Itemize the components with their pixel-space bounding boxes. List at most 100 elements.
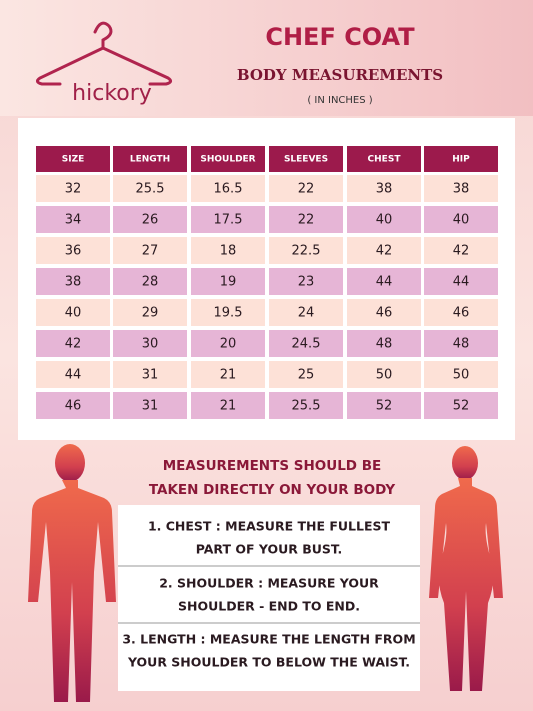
- cell-value: 22.5: [292, 244, 321, 259]
- cell-value: 44: [65, 368, 82, 383]
- table-cell: [269, 361, 343, 388]
- logo: hickory: [72, 81, 152, 106]
- cell-value: 29: [142, 306, 159, 321]
- instructions-list: 1. CHEST : MEASURE THE FULLEST PART OF YO…: [122, 519, 415, 670]
- cell-value: 24: [298, 306, 315, 321]
- cell-value: 19.5: [214, 306, 243, 321]
- cell-value: 52: [453, 399, 470, 414]
- column-header: SIZE: [62, 155, 85, 165]
- table-cell: [269, 237, 343, 264]
- table-cell: [113, 237, 187, 264]
- table-cell: [347, 206, 421, 233]
- column-header: CHEST: [368, 155, 402, 165]
- table-cell: [113, 206, 187, 233]
- table-cell: [36, 299, 110, 326]
- table-cell: [424, 237, 498, 264]
- table-cell: [347, 175, 421, 202]
- table-cell: [36, 268, 110, 295]
- size-table: SIZE LENGTH SHOULDER SLEEVES CHEST HIP 32 25.5 1…: [36, 146, 498, 419]
- cell-value: 42: [453, 244, 470, 259]
- hanger-icon: [35, 21, 173, 86]
- title: CHEF COAT: [265, 23, 415, 51]
- cell-value: 31: [142, 368, 159, 383]
- cell-value: 44: [453, 275, 470, 290]
- table-cell: [424, 206, 498, 233]
- table-cell: [36, 175, 110, 202]
- cell-value: 32: [65, 182, 82, 197]
- table-cell: [347, 299, 421, 326]
- header-cell: [269, 146, 343, 172]
- table-cell: [347, 268, 421, 295]
- instruction-line: YOUR SHOULDER TO BELOW THE WAIST.: [127, 655, 410, 670]
- table-cell: [424, 392, 498, 419]
- cell-value: 40: [65, 306, 82, 321]
- table-cell: [191, 206, 265, 233]
- instruction-line: 2. SHOULDER : MEASURE YOUR: [159, 576, 379, 591]
- cell-value: 19: [220, 275, 237, 290]
- header-cell: [36, 146, 110, 172]
- table-cell: [269, 175, 343, 202]
- table-cell: [113, 361, 187, 388]
- table-cell: [269, 392, 343, 419]
- cell-value: 40: [453, 213, 470, 228]
- instructions-heading: TAKEN DIRECTLY ON YOUR BODY: [149, 482, 396, 498]
- cell-value: 22: [298, 182, 315, 197]
- instruction-line: SHOULDER - END TO END.: [178, 599, 360, 614]
- cell-value: 27: [142, 244, 159, 259]
- header-band: [0, 0, 533, 116]
- cell-value: 21: [220, 399, 237, 414]
- table-cell: [191, 268, 265, 295]
- cell-value: 23: [298, 275, 315, 290]
- cell-value: 28: [142, 275, 159, 290]
- instruction-line: 3. LENGTH : MEASURE THE LENGTH FROM: [122, 632, 415, 647]
- cell-value: 25: [298, 368, 315, 383]
- instruction-line: 1. CHEST : MEASURE THE FULLEST: [148, 519, 391, 534]
- cell-value: 16.5: [214, 182, 243, 197]
- cell-value: 38: [376, 182, 393, 197]
- male-silhouette: [28, 444, 116, 702]
- header-cell: [113, 146, 187, 172]
- cell-value: 50: [453, 368, 470, 383]
- table-cell: [191, 299, 265, 326]
- cell-value: 34: [65, 213, 82, 228]
- cell-value: 25.5: [136, 182, 165, 197]
- table-cell: [191, 175, 265, 202]
- cell-value: 17.5: [214, 213, 243, 228]
- table-cell: [191, 237, 265, 264]
- cell-value: 44: [376, 275, 393, 290]
- table-cell: [191, 392, 265, 419]
- header-cell: [347, 146, 421, 172]
- table-cell: [113, 392, 187, 419]
- cell-value: 40: [376, 213, 393, 228]
- table-cell: [113, 268, 187, 295]
- table-cell: [424, 175, 498, 202]
- cell-value: 46: [376, 306, 393, 321]
- cell-value: 18: [220, 244, 237, 259]
- table-cell: [347, 361, 421, 388]
- cell-value: 38: [65, 275, 82, 290]
- table-cell: [424, 330, 498, 357]
- column-header: LENGTH: [130, 155, 170, 165]
- instructions-heading: MEASUREMENTS SHOULD BE: [163, 458, 381, 474]
- cell-value: 22: [298, 213, 315, 228]
- cell-value: 46: [65, 399, 82, 414]
- column-header: SHOULDER: [200, 155, 255, 165]
- cell-value: 24.5: [292, 337, 321, 352]
- table-cell: [191, 330, 265, 357]
- cell-value: 31: [142, 399, 159, 414]
- table-cell: [347, 237, 421, 264]
- cell-value: 38: [453, 182, 470, 197]
- cell-value: 26: [142, 213, 159, 228]
- table-cell: [347, 330, 421, 357]
- cell-value: 21: [220, 368, 237, 383]
- cell-value: 30: [142, 337, 159, 352]
- column-header: SLEEVES: [284, 155, 328, 165]
- table-cell: [269, 299, 343, 326]
- header-cell: [424, 146, 498, 172]
- table-cell: [36, 330, 110, 357]
- instructions-panel: [118, 505, 420, 691]
- table-cell: [36, 237, 110, 264]
- table-cell: [424, 299, 498, 326]
- cell-value: 25.5: [292, 399, 321, 414]
